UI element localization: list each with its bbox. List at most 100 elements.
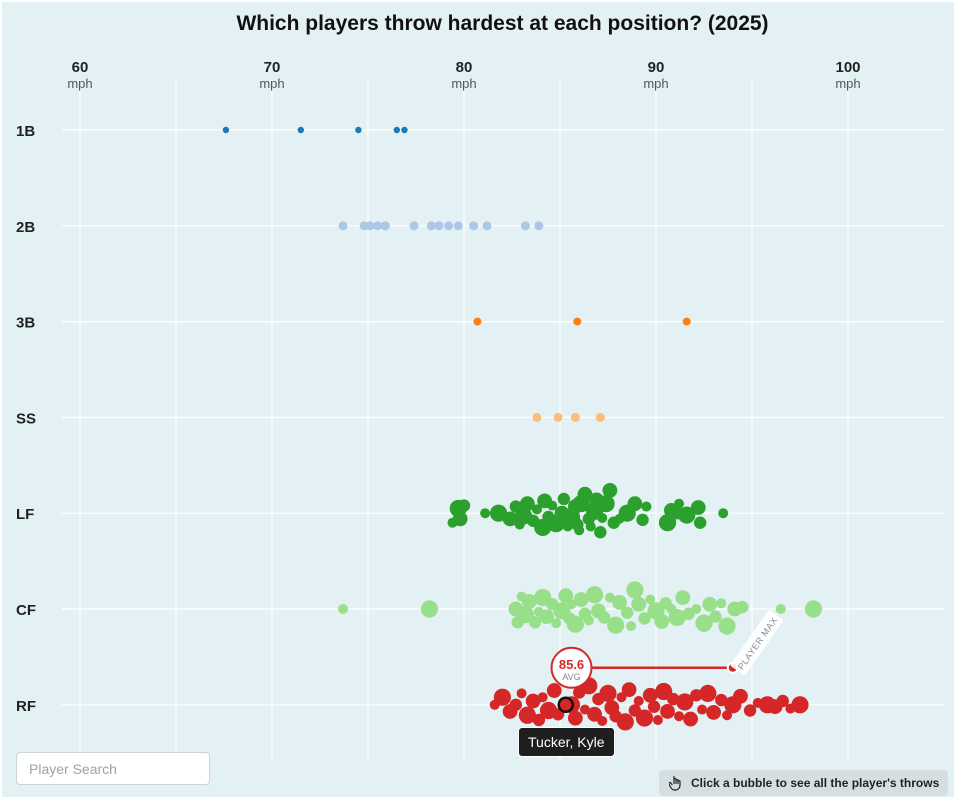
player-bubble[interactable] <box>409 221 419 231</box>
player-bubble[interactable] <box>595 412 605 422</box>
player-bubble[interactable] <box>743 704 757 717</box>
player-bubble[interactable] <box>355 126 362 134</box>
player-bubble[interactable] <box>531 504 542 515</box>
player-bubble[interactable] <box>469 221 479 231</box>
player-bubble[interactable] <box>607 616 625 634</box>
player-bubble[interactable] <box>642 687 658 703</box>
player-bubble[interactable] <box>551 618 562 629</box>
player-bubble[interactable] <box>674 498 685 509</box>
player-bubble[interactable] <box>690 500 706 515</box>
player-bubble[interactable] <box>516 606 535 624</box>
player-bubble[interactable] <box>585 586 604 604</box>
player-bubble[interactable] <box>706 705 721 720</box>
player-bubble[interactable] <box>521 594 537 609</box>
player-bubble[interactable] <box>547 500 558 511</box>
player-bubble[interactable] <box>546 683 562 698</box>
player-bubble[interactable] <box>365 221 375 231</box>
player-bubble[interactable] <box>583 615 594 626</box>
player-bubble[interactable] <box>636 513 649 527</box>
player-bubble[interactable] <box>373 221 383 231</box>
player-bubble[interactable] <box>655 682 673 701</box>
player-bubble[interactable] <box>597 611 611 624</box>
player-bubble[interactable] <box>804 600 823 618</box>
player-bubble[interactable] <box>452 511 468 527</box>
player-bubble[interactable] <box>338 221 348 231</box>
player-bubble[interactable] <box>676 693 694 711</box>
player-bubble[interactable] <box>702 596 718 612</box>
player-bubble[interactable] <box>674 711 685 722</box>
player-bubble[interactable] <box>612 594 627 610</box>
player-bubble[interactable] <box>626 621 637 632</box>
player-bubble[interactable] <box>660 704 675 719</box>
player-bubble[interactable] <box>532 412 542 422</box>
player-bubble[interactable] <box>573 317 582 326</box>
player-bubble[interactable] <box>520 221 530 231</box>
player-bubble[interactable] <box>716 598 727 609</box>
player-bubble[interactable] <box>675 590 691 605</box>
player-bubble[interactable] <box>633 696 644 706</box>
player-bubble[interactable] <box>426 221 436 231</box>
player-bubble[interactable] <box>776 694 789 708</box>
player-bubble[interactable] <box>297 126 304 134</box>
player-bubble[interactable] <box>566 599 577 610</box>
player-bubble[interactable] <box>718 508 729 519</box>
player-bubble[interactable] <box>682 317 691 326</box>
player-bubble[interactable] <box>502 511 518 527</box>
player-bubble[interactable] <box>482 221 492 231</box>
player-bubble[interactable] <box>791 696 809 714</box>
player-bubble[interactable] <box>566 615 584 633</box>
player-bubble[interactable] <box>638 612 651 625</box>
player-bubble[interactable] <box>539 609 554 624</box>
player-bubble[interactable] <box>621 606 634 619</box>
player-bubble[interactable] <box>393 126 400 134</box>
player-bubble[interactable] <box>473 317 482 326</box>
player-bubble[interactable] <box>516 688 527 699</box>
player-bubble[interactable] <box>699 684 717 703</box>
player-bubble[interactable] <box>493 688 511 706</box>
selected-player-bubble[interactable] <box>557 696 575 714</box>
player-bubble[interactable] <box>597 495 615 513</box>
player-bubble[interactable] <box>697 704 708 715</box>
player-bubble[interactable] <box>558 588 574 604</box>
player-bubble[interactable] <box>597 715 608 726</box>
player-bubble[interactable] <box>654 613 670 629</box>
player-bubble[interactable] <box>222 126 230 134</box>
player-bubble[interactable] <box>380 221 390 231</box>
player-bubble[interactable] <box>631 596 647 612</box>
player-bubble[interactable] <box>401 126 408 134</box>
player-bubble[interactable] <box>557 492 571 506</box>
player-bubble[interactable] <box>577 486 593 502</box>
player-bubble[interactable] <box>444 221 454 231</box>
player-bubble[interactable] <box>585 521 596 532</box>
player-bubble[interactable] <box>553 412 563 422</box>
player-bubble[interactable] <box>534 518 552 537</box>
player-bubble[interactable] <box>693 516 707 529</box>
player-bubble[interactable] <box>695 614 713 632</box>
player-bubble[interactable] <box>691 604 702 614</box>
player-bubble[interactable] <box>733 688 748 704</box>
player-bubble[interactable] <box>602 483 618 498</box>
player-bubble[interactable] <box>579 704 590 715</box>
player-bubble[interactable] <box>652 715 663 725</box>
player-bubble[interactable] <box>621 682 637 697</box>
player-bubble[interactable] <box>519 496 535 512</box>
player-bubble[interactable] <box>668 608 686 627</box>
player-search-input[interactable] <box>16 752 210 785</box>
player-bubble[interactable] <box>338 604 349 614</box>
player-bubble[interactable] <box>658 514 677 532</box>
player-bubble[interactable] <box>570 412 580 422</box>
player-bubble[interactable] <box>567 710 583 726</box>
player-bubble[interactable] <box>709 610 722 623</box>
player-bubble[interactable] <box>434 221 444 231</box>
player-bubble[interactable] <box>573 592 589 607</box>
player-bubble[interactable] <box>616 713 634 731</box>
player-bubble[interactable] <box>635 709 654 727</box>
player-bubble[interactable] <box>678 506 696 524</box>
player-bubble[interactable] <box>509 698 523 711</box>
player-bubble[interactable] <box>604 592 615 603</box>
player-bubble[interactable] <box>626 581 644 599</box>
player-bubble[interactable] <box>718 617 736 635</box>
player-bubble[interactable] <box>683 711 698 727</box>
player-bubble[interactable] <box>647 700 661 713</box>
player-bubble[interactable] <box>457 499 471 512</box>
